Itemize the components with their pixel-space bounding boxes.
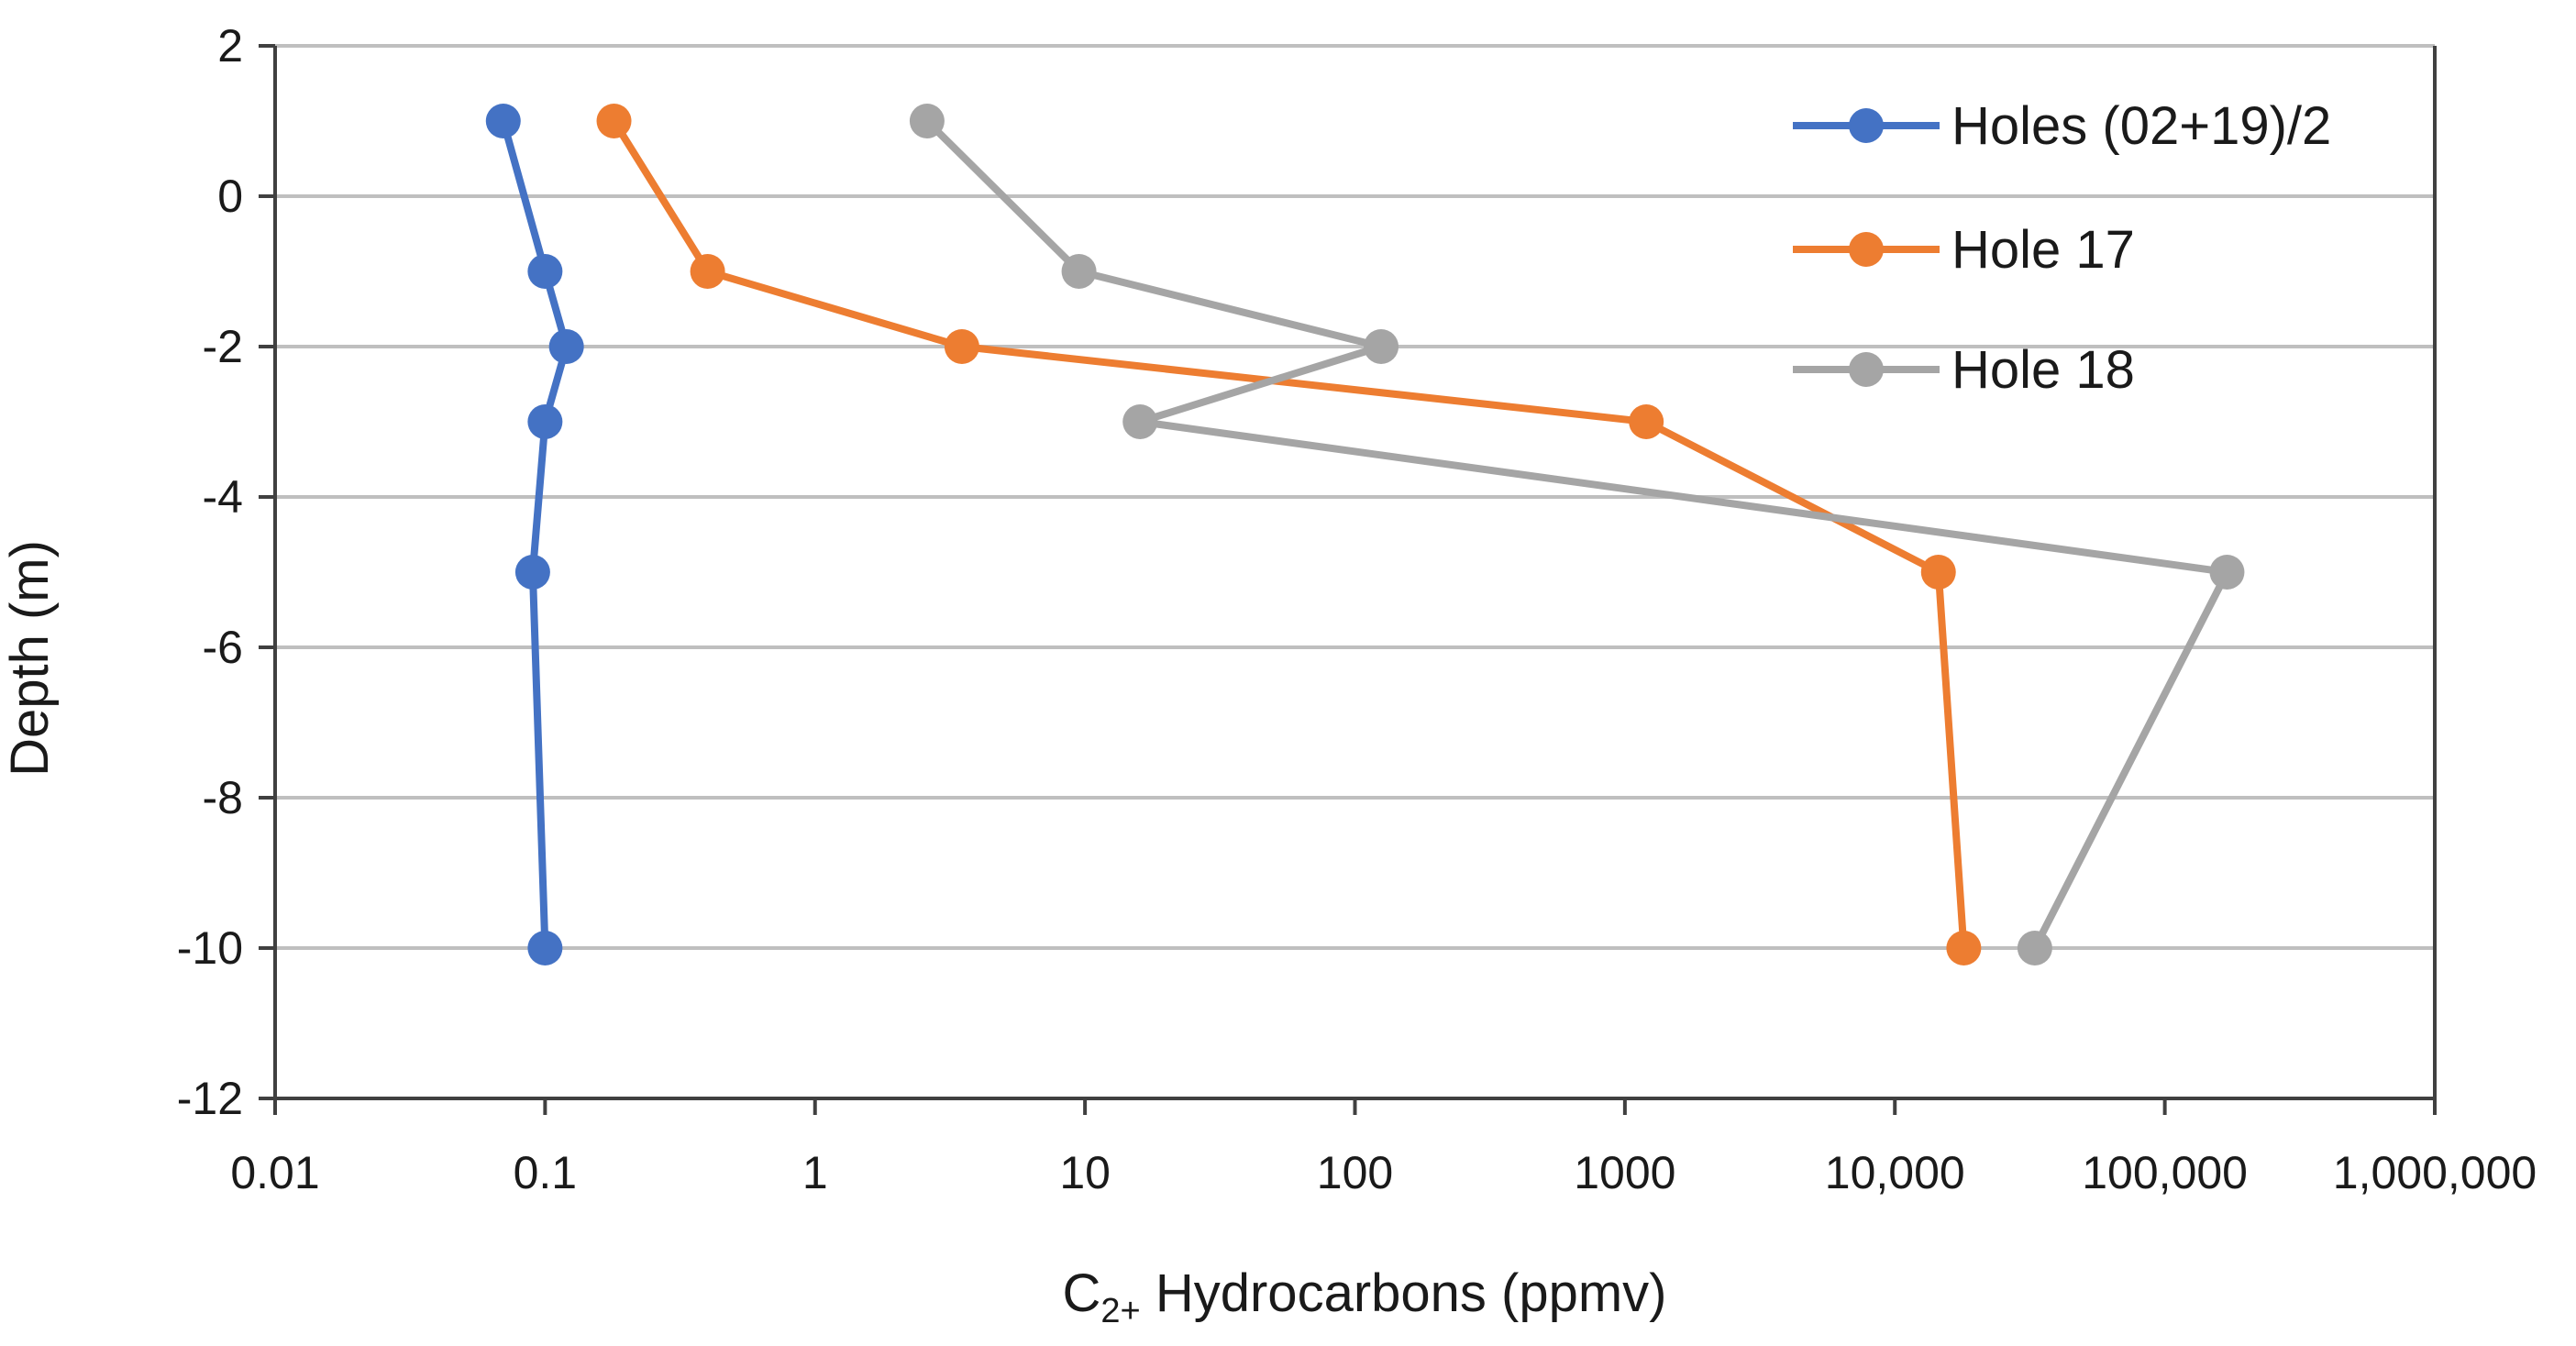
legend-label: Holes (02+19)/2 bbox=[1951, 96, 2331, 156]
y-axis-title: Depth (m) bbox=[0, 540, 60, 777]
data-point bbox=[1946, 931, 1982, 965]
x-axis-title-main: C bbox=[1063, 1263, 1101, 1323]
data-point bbox=[1629, 404, 1664, 439]
legend-marker bbox=[1849, 232, 1884, 267]
data-point bbox=[1364, 329, 1399, 364]
data-point bbox=[944, 329, 979, 364]
x-tick-label: 1 bbox=[802, 1147, 828, 1198]
y-tick-label: -12 bbox=[177, 1073, 243, 1124]
x-tick-label: 0.1 bbox=[514, 1147, 578, 1198]
y-tick-label: -4 bbox=[203, 471, 243, 523]
series-line bbox=[499, 119, 570, 949]
legend-entry: Hole 18 bbox=[1793, 340, 2135, 400]
legend-marker bbox=[1849, 108, 1884, 143]
y-tick-label: 2 bbox=[217, 20, 243, 72]
axes bbox=[259, 44, 2437, 1115]
y-tick-label: 0 bbox=[217, 171, 243, 222]
x-tick-label: 100 bbox=[1317, 1147, 1393, 1198]
x-tick-label: 0.01 bbox=[230, 1147, 319, 1198]
y-tick-label: -10 bbox=[177, 922, 243, 974]
data-point bbox=[548, 329, 584, 364]
series-2 bbox=[596, 104, 1982, 965]
legend: Holes (02+19)/2 Hole 17 Hole 18 bbox=[1793, 96, 2331, 400]
data-point bbox=[514, 555, 550, 590]
legend-marker bbox=[1849, 352, 1884, 387]
gridlines bbox=[275, 44, 2435, 950]
legend-entry: Holes (02+19)/2 bbox=[1793, 96, 2331, 156]
data-point bbox=[527, 404, 563, 439]
data-point bbox=[1920, 555, 1956, 590]
x-axis-title-subscript: 2+ bbox=[1100, 1292, 1140, 1330]
x-axis-title: C2+ Hydrocarbons (ppmv) bbox=[1063, 1263, 1667, 1330]
data-point bbox=[2017, 931, 2052, 965]
data-point bbox=[909, 104, 945, 138]
y-tick-label: -2 bbox=[203, 321, 243, 372]
x-tick-label: 10,000 bbox=[1825, 1147, 1965, 1198]
x-tick-label: 100,000 bbox=[2082, 1147, 2248, 1198]
data-point bbox=[2209, 555, 2245, 590]
data-point bbox=[690, 254, 725, 289]
series-line bbox=[611, 118, 1968, 949]
y-tick-label: -8 bbox=[203, 772, 243, 823]
legend-label: Hole 18 bbox=[1951, 340, 2135, 400]
y-tick-label: -6 bbox=[203, 622, 243, 673]
series-layer bbox=[485, 104, 2245, 965]
data-point bbox=[1122, 404, 1158, 439]
data-point bbox=[1061, 254, 1097, 289]
data-point bbox=[527, 931, 563, 965]
x-axis-title-rest: Hydrocarbons (ppmv) bbox=[1141, 1263, 1667, 1323]
x-tick-label: 1,000,000 bbox=[2333, 1147, 2537, 1198]
tick-labels: 2 0 -2 -4 -6 -8 -10 -12 0.01 0.1 1 10 100 1000 10,000 1… bbox=[177, 20, 2537, 1198]
legend-entry: Hole 17 bbox=[1793, 220, 2135, 280]
data-point bbox=[527, 254, 563, 289]
x-tick-label: 10 bbox=[1059, 1147, 1111, 1198]
data-point bbox=[485, 104, 521, 138]
legend-label: Hole 17 bbox=[1951, 220, 2135, 280]
x-tick-label: 1000 bbox=[1574, 1147, 1675, 1198]
data-point bbox=[596, 104, 632, 138]
series-3 bbox=[909, 104, 2245, 965]
series-1 bbox=[485, 104, 584, 965]
series-line bbox=[924, 118, 2231, 950]
